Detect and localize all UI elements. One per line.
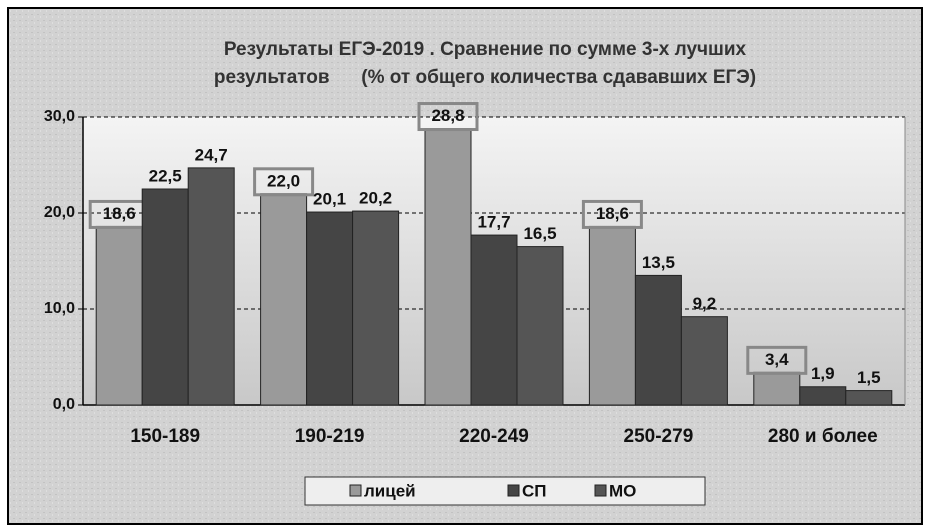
legend-label: МО	[609, 481, 636, 500]
x-tick-label: 150-189	[130, 426, 200, 447]
label-box	[417, 102, 479, 132]
bar	[799, 386, 847, 406]
value-label: 20,2	[359, 189, 392, 208]
x-tick-label: 250-279	[624, 426, 694, 447]
bar	[141, 188, 189, 406]
chart-title: результатов (% от общего количества сдав…	[214, 67, 756, 88]
bar	[470, 234, 518, 406]
legend-swatch	[594, 484, 607, 497]
bar	[634, 274, 682, 406]
legend-label: СП	[522, 481, 547, 500]
bar	[352, 210, 400, 406]
y-tick-label: 20,0	[44, 204, 75, 221]
bar	[306, 211, 354, 406]
legend-swatch	[349, 484, 362, 497]
x-tick-label: 190-219	[295, 426, 365, 447]
chart-title: Результаты ЕГЭ-2019 . Сравнение по сумме…	[224, 39, 747, 60]
x-tick-label: 280 и более	[768, 426, 878, 447]
legend-swatch	[507, 484, 520, 497]
value-label: 20,1	[313, 190, 346, 209]
value-label: 13,5	[642, 253, 675, 272]
bar	[516, 246, 564, 406]
value-label: 16,5	[523, 224, 556, 243]
y-tick-label: 0,0	[53, 396, 75, 413]
legend-box	[304, 476, 706, 506]
value-label: 1,9	[811, 364, 835, 383]
y-tick-label: 30,0	[44, 108, 75, 125]
value-label: 1,5	[857, 368, 881, 387]
bar	[260, 193, 308, 406]
bar	[753, 371, 801, 406]
label-box	[746, 345, 808, 375]
legend-label: лицей	[364, 481, 416, 500]
value-label: 24,7	[195, 145, 228, 164]
value-label: 22,5	[149, 166, 182, 185]
value-label: 18,6	[103, 204, 136, 223]
bar	[95, 225, 143, 406]
value-label: 28,8	[431, 106, 464, 125]
value-label: 17,7	[477, 213, 510, 232]
label-box	[253, 167, 315, 197]
bar	[680, 316, 728, 406]
label-box	[581, 199, 643, 229]
bar	[187, 167, 235, 406]
y-tick-label: 10,0	[44, 300, 75, 317]
bar	[588, 225, 636, 406]
bar	[845, 390, 893, 406]
x-tick-label: 220-249	[459, 426, 529, 447]
value-label: 9,2	[693, 294, 717, 313]
value-label: 3,4	[765, 350, 789, 369]
value-label: 18,6	[596, 204, 629, 223]
bar	[424, 128, 472, 406]
value-label: 22,0	[267, 171, 300, 190]
